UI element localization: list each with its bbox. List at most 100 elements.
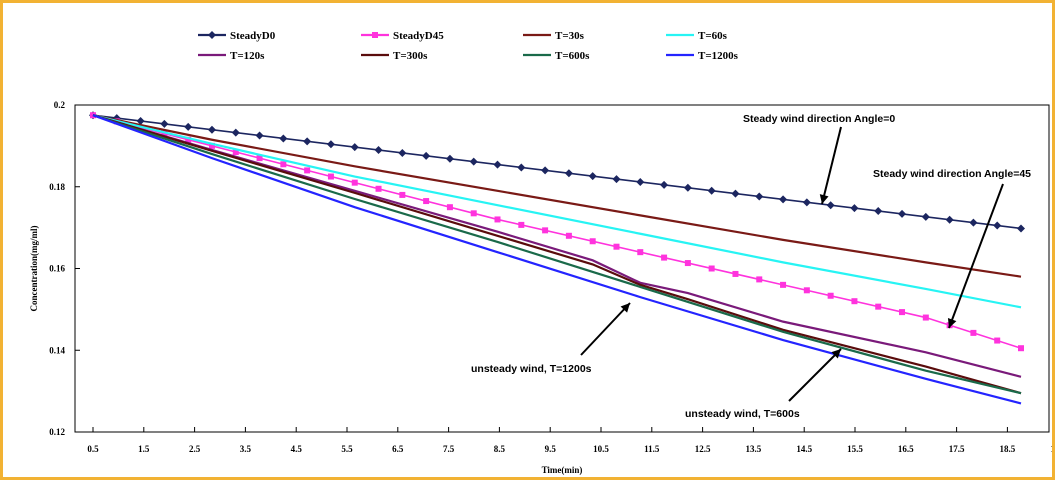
data-point bbox=[613, 243, 620, 250]
legend-label: SteadyD45 bbox=[393, 30, 444, 42]
y-tick-label: 0.12 bbox=[49, 427, 65, 437]
x-tick-label: 12.5 bbox=[695, 444, 711, 454]
data-point bbox=[898, 209, 907, 218]
data-point bbox=[399, 191, 406, 198]
data-point bbox=[375, 185, 382, 192]
data-point bbox=[470, 210, 477, 217]
data-point bbox=[708, 265, 715, 272]
y-axis-label: Concentration(mg/ml) bbox=[29, 226, 39, 312]
arrow-head bbox=[819, 194, 829, 204]
legend-label: T=120s bbox=[230, 50, 265, 62]
annotations: Steady wind direction Angle=0 Steady wind… bbox=[471, 113, 1031, 420]
series-t-300s bbox=[92, 114, 1022, 395]
data-point bbox=[494, 216, 501, 223]
data-point bbox=[374, 146, 383, 155]
series-line bbox=[92, 114, 1022, 395]
data-point bbox=[803, 287, 810, 294]
annotation: Steady wind direction Angle=45 bbox=[873, 168, 1031, 329]
annotation-label: unsteady wind, T=600s bbox=[685, 408, 800, 420]
legend-label: T=600s bbox=[555, 50, 590, 62]
data-point bbox=[422, 151, 431, 160]
y-tick-label: 0.16 bbox=[49, 264, 65, 274]
data-point bbox=[994, 337, 1001, 344]
x-tick-label: 14.5 bbox=[796, 444, 812, 454]
legend-label: T=60s bbox=[698, 30, 728, 42]
data-point bbox=[660, 180, 669, 189]
x-tick-label: 18.5 bbox=[1000, 444, 1016, 454]
legend-label: T=1200s bbox=[698, 50, 739, 62]
arrow-head bbox=[620, 303, 630, 313]
data-point bbox=[184, 122, 193, 131]
data-point bbox=[875, 303, 882, 310]
data-point bbox=[612, 175, 621, 184]
data-point bbox=[423, 198, 430, 205]
data-point bbox=[780, 281, 787, 288]
series-t-30s bbox=[92, 114, 1022, 278]
legend-marker bbox=[372, 32, 378, 38]
series-line bbox=[92, 114, 1022, 349]
x-tick-label: 17.5 bbox=[949, 444, 965, 454]
data-point bbox=[637, 249, 644, 256]
data-point bbox=[732, 270, 739, 277]
annotation-arrow bbox=[821, 126, 842, 205]
data-point bbox=[993, 221, 1002, 230]
annotation-label: unsteady wind, T=1200s bbox=[471, 363, 592, 375]
x-tick-label: 5.5 bbox=[341, 444, 353, 454]
line-chart: SteadyD0 SteadyD45 T=30s T=60s T=120s T=300s T… bbox=[29, 30, 1052, 475]
annotation-label: Steady wind direction Angle=45 bbox=[873, 168, 1031, 180]
series-line bbox=[92, 114, 1022, 278]
data-point bbox=[970, 329, 977, 336]
data-point bbox=[445, 154, 454, 163]
legend: SteadyD0 SteadyD45 T=30s T=60s T=120s T=300s T… bbox=[198, 30, 739, 62]
legend-label: SteadyD0 bbox=[230, 30, 276, 42]
series-line bbox=[92, 114, 1022, 378]
data-point bbox=[493, 160, 502, 169]
x-tick-label: 6.5 bbox=[392, 444, 404, 454]
data-point bbox=[731, 189, 740, 198]
data-point bbox=[683, 183, 692, 192]
legend-item: T=60s bbox=[666, 30, 728, 42]
data-point bbox=[755, 192, 764, 201]
arrow-head bbox=[831, 349, 841, 359]
data-point bbox=[969, 218, 978, 227]
legend-item: T=30s bbox=[523, 30, 585, 42]
legend-item: T=600s bbox=[523, 50, 590, 62]
data-point bbox=[899, 309, 906, 316]
series-t-120s bbox=[92, 114, 1022, 378]
series-line bbox=[92, 114, 1022, 230]
series-line bbox=[92, 114, 1022, 395]
annotation-label: Steady wind direction Angle=0 bbox=[743, 113, 895, 125]
data-point bbox=[588, 172, 597, 181]
data-point bbox=[684, 260, 691, 267]
annotation-arrow bbox=[788, 348, 842, 402]
data-point bbox=[327, 173, 334, 180]
data-point bbox=[802, 198, 811, 207]
legend-marker bbox=[208, 31, 216, 39]
annotation: Steady wind direction Angle=0 bbox=[743, 113, 895, 205]
series-line bbox=[92, 114, 1022, 309]
x-tick-label: 13.5 bbox=[746, 444, 762, 454]
data-point bbox=[756, 276, 763, 283]
data-point bbox=[827, 292, 834, 299]
data-point bbox=[826, 201, 835, 210]
legend-item: T=1200s bbox=[666, 50, 739, 62]
x-tick-label: 3.5 bbox=[240, 444, 252, 454]
x-tick-label: 4.5 bbox=[291, 444, 303, 454]
data-point bbox=[256, 155, 263, 162]
data-point bbox=[518, 221, 525, 228]
data-point bbox=[542, 227, 549, 234]
data-point bbox=[921, 212, 930, 221]
series-t-1200s bbox=[92, 114, 1022, 405]
x-tick-label: 8.5 bbox=[494, 444, 506, 454]
y-tick-label: 0.14 bbox=[49, 345, 65, 355]
data-point bbox=[303, 137, 312, 146]
legend-item: T=300s bbox=[361, 50, 428, 62]
data-point bbox=[517, 163, 526, 172]
data-point bbox=[398, 148, 407, 157]
data-point bbox=[636, 177, 645, 186]
data-point bbox=[136, 117, 145, 126]
y-axis-ticks: 0.12 0.14 0.16 0.18 0.2 bbox=[49, 100, 80, 437]
arrow-head bbox=[947, 317, 957, 328]
series-group bbox=[89, 111, 1025, 405]
